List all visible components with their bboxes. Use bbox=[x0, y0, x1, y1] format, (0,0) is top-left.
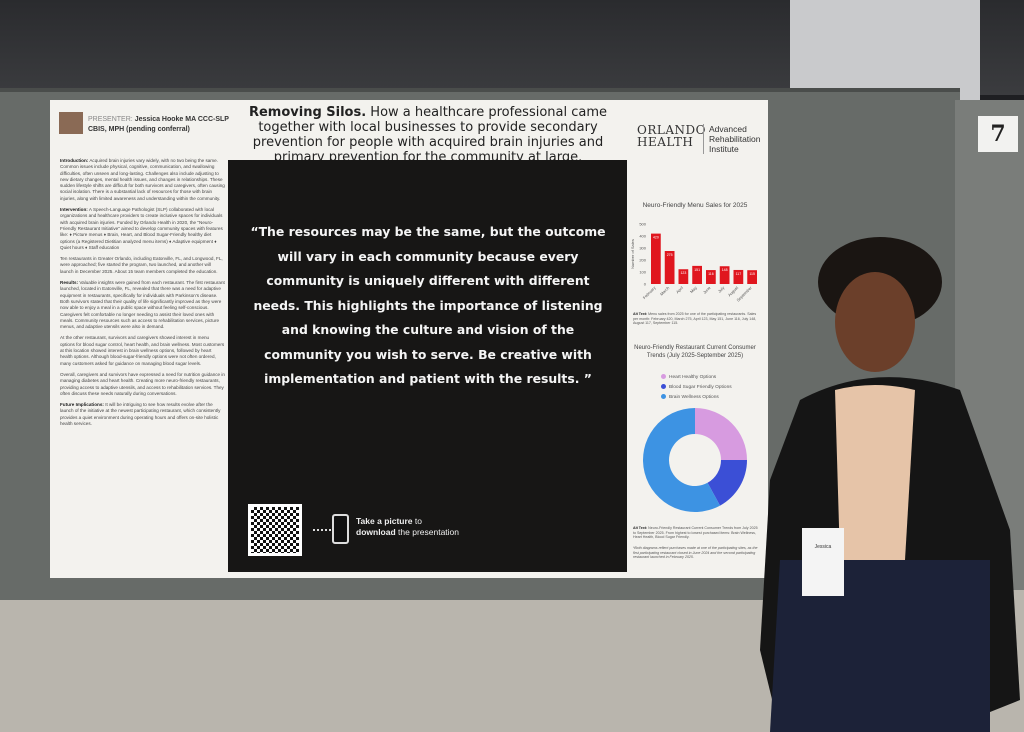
pillar bbox=[790, 0, 980, 100]
section-0: Introduction: Acquired brain injuries va… bbox=[60, 158, 225, 201]
legend-swatch bbox=[661, 374, 666, 379]
orlando-health-logo: ORLANDO HEALTH bbox=[637, 123, 706, 149]
badge-name: Jessica bbox=[815, 544, 832, 550]
y-tick-label: 500 bbox=[639, 222, 646, 227]
donut-chart-title: Neuro-Friendly Restaurant Current Consum… bbox=[634, 345, 756, 359]
bar-july bbox=[719, 266, 730, 284]
data-label: 420 bbox=[653, 236, 659, 240]
cta-rest-2: the presentation bbox=[395, 527, 459, 537]
donut-chart bbox=[643, 408, 747, 512]
y-tick-label: 100 bbox=[639, 270, 646, 275]
slice-blood-sugar-friendly-options bbox=[707, 460, 747, 506]
section-4: At the other restaurant, survivors and c… bbox=[60, 335, 225, 366]
section-1: Intervention: A Speech-Language Patholog… bbox=[60, 207, 223, 250]
quote-panel: “The resources may be the same, but the … bbox=[228, 160, 627, 572]
x-tick-label: May bbox=[689, 285, 698, 294]
bar-may bbox=[692, 265, 702, 284]
presenter-photo bbox=[59, 112, 83, 134]
footnote: *Both diagrams reflect purchases made at… bbox=[633, 546, 758, 560]
text-column: Introduction: Acquired brain injuries va… bbox=[60, 158, 225, 432]
y-tick-label: 300 bbox=[639, 246, 646, 251]
data-label: 115 bbox=[749, 272, 755, 276]
bar-april bbox=[678, 269, 689, 284]
bar-february bbox=[651, 233, 661, 284]
y-axis-label: Number of Sales bbox=[630, 239, 635, 269]
data-label: 151 bbox=[694, 268, 700, 272]
legend-swatch bbox=[661, 394, 666, 399]
x-tick-label: February bbox=[642, 285, 657, 300]
face bbox=[835, 272, 915, 372]
x-tick-label: March bbox=[659, 285, 670, 296]
download-cta: Take a picture to download the presentat… bbox=[356, 516, 459, 538]
name-badge bbox=[802, 528, 844, 596]
slice-heart-healthy-options bbox=[695, 408, 747, 460]
presenter-person: Jessica bbox=[760, 237, 1020, 732]
bar-june bbox=[706, 270, 716, 284]
section-5: Overall, caregivers and survivors have e… bbox=[60, 371, 225, 396]
legend-item: Heart Healthy Options bbox=[661, 374, 716, 380]
x-tick-label: April bbox=[675, 285, 684, 294]
y-tick-label: 200 bbox=[639, 258, 646, 263]
data-label: 123 bbox=[680, 271, 686, 275]
poster: PRESENTER: Jessica Hooke MA CCC-SLP CBIS… bbox=[50, 100, 768, 578]
blouse bbox=[835, 385, 915, 560]
bar-chart: 0 100 200 300 400 500 Number of Sales 420 Februa… bbox=[630, 222, 757, 303]
bar-chart-alt-text: Alt Text: Menu sales from 2025 for one o… bbox=[633, 312, 757, 326]
data-label: 116 bbox=[708, 272, 714, 276]
y-tick-label: 0 bbox=[644, 282, 647, 287]
right-column: ORLANDO HEALTH Advanced Rehabilitation In… bbox=[627, 112, 763, 572]
bar-march bbox=[664, 251, 675, 284]
bar-chart-title: Neuro-Friendly Menu Sales for 2025 bbox=[642, 202, 748, 209]
poster-header: PRESENTER: Jessica Hooke MA CCC-SLP CBIS… bbox=[50, 100, 628, 165]
x-tick-label: June bbox=[702, 285, 712, 295]
presenter-name: Jessica Hooke MA CCC-SLP bbox=[134, 116, 229, 123]
title-bold: Removing Silos. bbox=[248, 105, 367, 120]
presenter-credentials: CBIS, MPH (pending conferral) bbox=[88, 126, 190, 133]
section-3: Results: Valuable insights were gained f… bbox=[60, 280, 225, 330]
legend-swatch bbox=[661, 384, 666, 389]
donut-chart-alt-text: Alt Text: Neuro-Friendly Restaurant Curr… bbox=[633, 526, 758, 540]
arrow-icon bbox=[313, 529, 331, 531]
cta-bold-1: Take a picture bbox=[356, 516, 413, 526]
institute-name: Advanced Rehabilitation Institute bbox=[703, 124, 761, 154]
x-tick-label: July bbox=[717, 285, 726, 294]
qr-code[interactable] bbox=[248, 504, 302, 556]
cta-bold-2: download bbox=[356, 527, 396, 537]
legend-item: Blood Sugar Friendly Options bbox=[661, 384, 732, 390]
section-6: Future Implications: It will be intrigui… bbox=[60, 402, 221, 426]
data-label: 117 bbox=[736, 272, 742, 276]
trousers bbox=[770, 560, 990, 732]
bar-september bbox=[747, 270, 757, 284]
booth-number: 7 bbox=[978, 116, 1018, 152]
presenter-label: PRESENTER: bbox=[88, 116, 133, 123]
section-2: Ten restaurants in Greater Orlando, incl… bbox=[60, 256, 223, 274]
bar-august bbox=[733, 269, 744, 284]
legend-item: Brain Wellness Options bbox=[661, 394, 719, 400]
data-label: 148 bbox=[722, 268, 728, 272]
phone-icon bbox=[332, 514, 349, 544]
presenter: PRESENTER: Jessica Hooke MA CCC-SLP CBIS… bbox=[88, 115, 229, 135]
title-rest: How a healthcare professional came toget… bbox=[252, 105, 608, 165]
slice-brain-wellness-options bbox=[643, 408, 721, 512]
poster-title: Removing Silos. How a healthcare profess… bbox=[228, 105, 628, 165]
cta-rest-1: to bbox=[412, 516, 422, 526]
quote: “The resources may be the same, but the … bbox=[250, 224, 606, 386]
y-tick-label: 400 bbox=[639, 234, 646, 239]
data-label: 275 bbox=[667, 253, 673, 257]
